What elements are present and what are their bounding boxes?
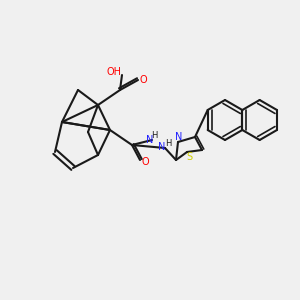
Text: OH: OH (106, 67, 122, 77)
Text: H: H (151, 130, 157, 140)
Text: N: N (158, 142, 166, 152)
Text: N: N (146, 135, 154, 145)
Text: H: H (165, 139, 171, 148)
Text: S: S (186, 152, 192, 162)
Text: O: O (141, 157, 149, 167)
Text: O: O (139, 75, 147, 85)
Text: N: N (175, 132, 183, 142)
